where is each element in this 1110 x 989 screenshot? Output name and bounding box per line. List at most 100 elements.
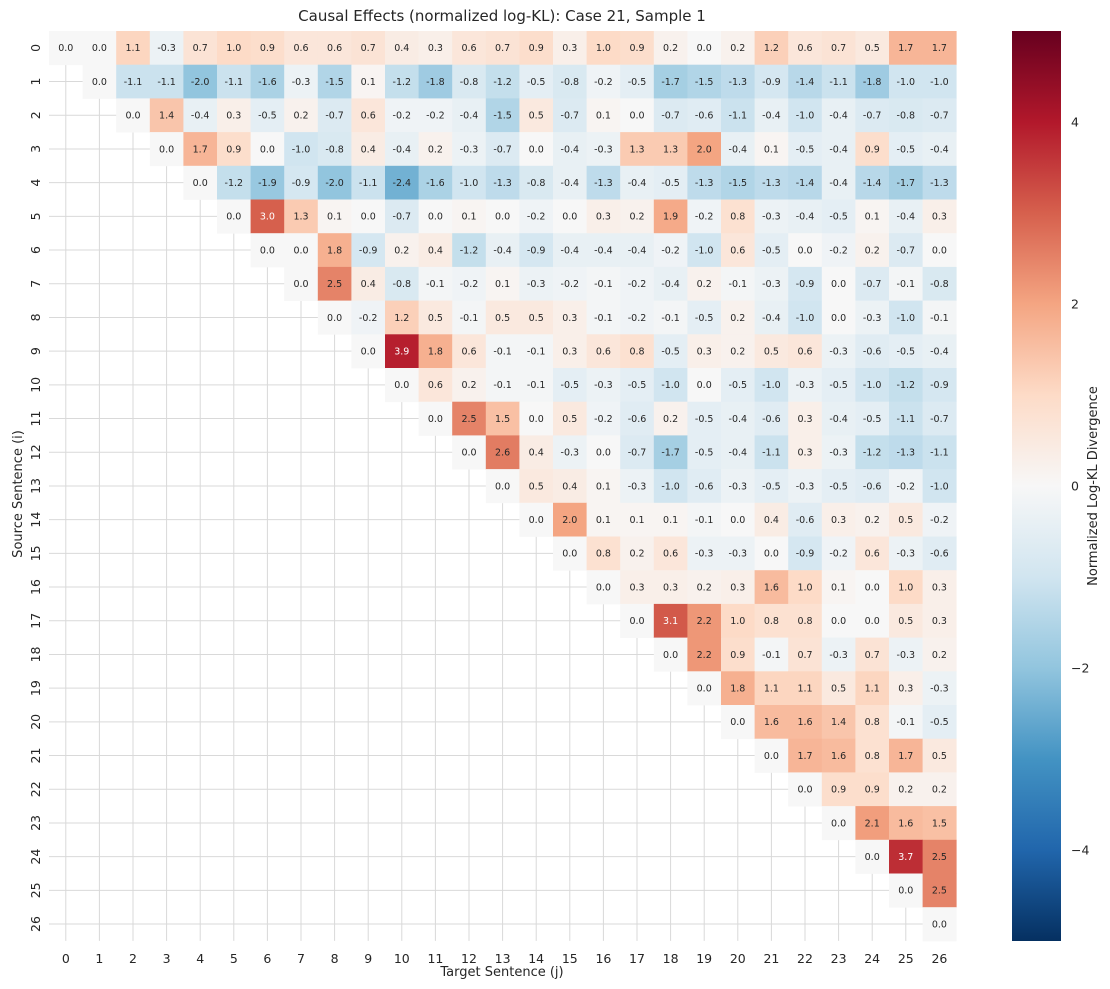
cell-label-13-15: 0.4: [562, 481, 577, 492]
heatmap-cell-12-18: [653, 435, 688, 470]
heatmap-cell-16-21: [754, 570, 789, 605]
cell-label-17-25: 0.5: [898, 616, 913, 627]
heatmap-cell-18-19: [687, 637, 722, 672]
heatmap-cell-3-24: [855, 132, 890, 167]
heatmap-cell-5-16: [586, 199, 621, 234]
heatmap-cell-9-13: [485, 334, 520, 369]
heatmap-cell-5-17: [620, 199, 655, 234]
heatmap-cell-17-20: [721, 603, 755, 638]
cell-label-8-21: -0.4: [762, 313, 781, 324]
cell-label-6-21: -0.5: [762, 245, 781, 256]
heatmap-cell-0-6: [250, 31, 285, 66]
cell-label-4-12: -1.0: [460, 178, 479, 189]
heatmap-cell-3-23: [821, 132, 856, 167]
cell-label-13-23: -0.5: [829, 481, 848, 492]
heatmap-cell-15-25: [889, 536, 923, 571]
heatmap-cell-12-23: [821, 435, 856, 470]
cell-label-4-25: -1.7: [897, 178, 916, 189]
heatmap-cell-1-14: [519, 64, 554, 99]
y-axis-label: Source Sentence (i): [11, 430, 26, 558]
heatmap-cell-0-8: [317, 31, 352, 66]
cell-label-11-21: -0.6: [762, 414, 781, 425]
cell-label-3-6: 0.0: [260, 144, 275, 155]
heatmap-cell-15-22: [788, 536, 823, 571]
cell-label-10-25: -1.2: [897, 380, 916, 391]
cell-label-2-14: 0.5: [529, 111, 544, 122]
cell-label-1-24: -1.8: [863, 77, 882, 88]
heatmap-cell-11-20: [721, 401, 755, 436]
cell-label-6-7: 0.0: [293, 245, 308, 256]
cell-label-1-7: -0.3: [292, 77, 311, 88]
cell-label-12-24: -1.2: [863, 448, 882, 459]
cell-label-14-24: 0.2: [865, 515, 880, 526]
heatmap-cell-2-8: [317, 98, 352, 133]
heatmap-cell-13-17: [620, 469, 655, 504]
cell-label-15-22: -0.9: [796, 549, 815, 560]
cell-label-6-14: -0.9: [527, 245, 546, 256]
cell-label-9-12: 0.6: [461, 346, 476, 357]
cell-label-8-15: 0.3: [562, 313, 577, 324]
cell-label-17-21: 0.8: [764, 616, 779, 627]
heatmap-cell-5-11: [418, 199, 453, 234]
heatmap-cell-2-16: [586, 98, 621, 133]
cell-label-0-23: 0.7: [831, 43, 846, 54]
heatmap-cell-8-8: [317, 300, 352, 335]
y-tick-label-22: 22: [28, 781, 43, 797]
x-tick-label-23: 23: [831, 951, 847, 966]
cell-label-0-17: 0.9: [629, 43, 644, 54]
colorbar-tick-label-3: −2: [1071, 661, 1089, 676]
cell-label-8-24: -0.3: [863, 313, 882, 324]
heatmap-cell-5-15: [553, 199, 587, 234]
heatmap-cell-2-10: [385, 98, 419, 133]
cell-label-0-21: 1.2: [764, 43, 779, 54]
heatmap-cell-5-14: [519, 199, 554, 234]
heatmap-cell-9-24: [855, 334, 890, 369]
x-tick-label-16: 16: [595, 951, 611, 966]
x-tick-label-20: 20: [730, 951, 746, 966]
heatmap-cell-0-4: [183, 31, 218, 66]
cell-label-3-22: -0.5: [796, 144, 815, 155]
heatmap-cell-21-22: [788, 738, 823, 773]
heatmap-cell-17-17: [620, 603, 655, 638]
cell-label-8-14: 0.5: [529, 313, 544, 324]
cell-label-12-15: -0.3: [561, 448, 580, 459]
cell-label-6-12: -1.2: [460, 245, 479, 256]
cell-label-3-24: 0.9: [865, 144, 880, 155]
x-tick-label-0: 0: [62, 951, 70, 966]
heatmap-cell-11-17: [620, 401, 655, 436]
heatmap-cell-13-19: [687, 469, 722, 504]
x-tick-label-5: 5: [230, 951, 238, 966]
cell-label-21-25: 1.7: [898, 751, 913, 762]
heatmap-cell-17-24: [855, 603, 890, 638]
heatmap-cell-18-21: [754, 637, 789, 672]
heatmap-cell-19-20: [721, 671, 755, 706]
cell-label-11-24: -0.5: [863, 414, 882, 425]
cell-label-6-9: -0.9: [359, 245, 378, 256]
cell-label-5-14: -0.2: [527, 212, 546, 223]
cell-label-18-24: 0.7: [865, 650, 880, 661]
heatmap-cell-20-26: [922, 705, 957, 740]
cell-label-1-18: -1.7: [661, 77, 680, 88]
heatmap-cell-9-17: [620, 334, 655, 369]
heatmap-cell-3-25: [889, 132, 923, 167]
heatmap-cell-10-21: [754, 368, 789, 403]
cell-label-3-11: 0.2: [428, 144, 443, 155]
heatmap-cell-23-26: [922, 806, 957, 841]
heatmap-cell-1-23: [821, 64, 856, 99]
cell-label-0-13: 0.7: [495, 43, 510, 54]
heatmap-cell-11-26: [922, 401, 957, 436]
heatmap-cell-7-16: [586, 266, 621, 301]
cell-label-21-21: 0.0: [764, 751, 779, 762]
heatmap-cell-11-11: [418, 401, 453, 436]
heatmap-cell-23-25: [889, 806, 923, 841]
heatmap-cell-6-17: [620, 233, 655, 268]
heatmap-cell-4-21: [754, 165, 789, 200]
colorbar-tick-label-4: −4: [1071, 843, 1089, 858]
cell-label-13-24: -0.6: [863, 481, 882, 492]
heatmap-cell-21-26: [922, 738, 957, 773]
cell-label-2-19: -0.6: [695, 111, 714, 122]
cell-label-4-8: -2.0: [325, 178, 344, 189]
cell-label-1-1: 0.0: [92, 77, 107, 88]
heatmap-cell-6-15: [553, 233, 587, 268]
heatmap-cell-14-22: [788, 502, 823, 537]
